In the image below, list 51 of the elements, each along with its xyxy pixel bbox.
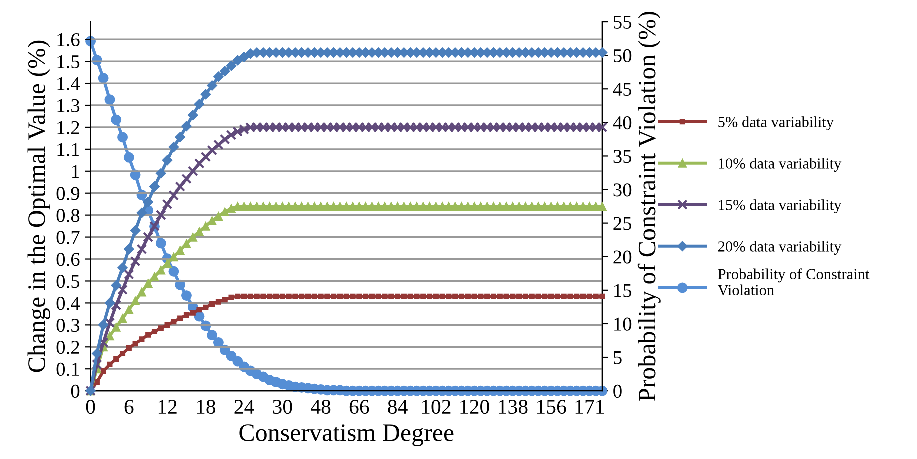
legend-label: 5% data variability xyxy=(718,116,834,131)
y-tick-label: 1.5 xyxy=(58,55,80,69)
x-tick-label: 30 xyxy=(273,400,292,414)
legend-label: 20% data variability xyxy=(718,241,842,256)
y2-tick-label: 45 xyxy=(613,83,632,96)
x-tick-label: 84 xyxy=(388,400,408,414)
y-tick-label: 0.4 xyxy=(56,297,80,310)
legend-label: 10% data variability xyxy=(719,158,842,172)
y2-tick-label: 25 xyxy=(614,217,632,230)
y-tick-label: 1 xyxy=(72,165,80,178)
x-tick-label: 171 xyxy=(576,400,604,414)
y2-tick-label: 0 xyxy=(614,384,622,398)
x-tick-label: 6 xyxy=(124,400,134,414)
y-tick-label: 0.7 xyxy=(56,231,80,244)
y2-axis-title: Probability of Constraint Violation (%) xyxy=(638,12,661,402)
y2-tick-label: 20 xyxy=(614,250,632,264)
y2-tick-label: 5 xyxy=(614,352,622,364)
x-tick-label: 48 xyxy=(311,400,331,414)
x-tick-label: 156 xyxy=(538,400,566,414)
x-tick-label: 66 xyxy=(350,400,370,414)
y-tick-label: 0.8 xyxy=(56,209,80,222)
y-tick-label: 1.6 xyxy=(58,33,80,47)
x-axis-title: Conservatism Degree xyxy=(240,424,454,447)
y-tick-label: 1.3 xyxy=(58,99,80,113)
y-tick-label: 0.1 xyxy=(56,362,80,376)
y-tick-label: 0.9 xyxy=(56,187,80,200)
y-axis-title: Change in the Optimal Value (%) xyxy=(28,40,51,372)
y-tick-label: 0.2 xyxy=(56,340,80,354)
legend-label: 15% data variability xyxy=(719,200,842,214)
x-tick-label: 120 xyxy=(460,400,490,414)
y2-tick-label: 40 xyxy=(613,116,632,130)
x-tick-label: 12 xyxy=(158,400,177,414)
y2-tick-label: 50 xyxy=(614,49,632,63)
y-tick-label: 1.4 xyxy=(58,77,80,91)
y-tick-label: 0 xyxy=(71,384,80,398)
y-tick-label: 0.6 xyxy=(56,253,80,266)
legend-label: Probability of Constraint Violation xyxy=(718,268,870,296)
y2-tick-label: 30 xyxy=(614,184,632,197)
y2-tick-label: 55 xyxy=(614,16,632,29)
y-tick-label: 1.2 xyxy=(58,121,80,134)
x-tick-label: 0 xyxy=(86,400,96,414)
y2-tick-label: 35 xyxy=(614,150,632,164)
y2-tick-label: 10 xyxy=(614,318,632,331)
y-tick-label: 0.3 xyxy=(56,318,80,332)
x-tick-label: 24 xyxy=(234,400,254,414)
y-tick-label: 1.1 xyxy=(58,143,80,156)
y-tick-label: 0.5 xyxy=(56,275,80,288)
x-tick-label: 18 xyxy=(197,400,216,414)
x-tick-label: 138 xyxy=(499,400,528,414)
y2-tick-label: 15 xyxy=(614,284,632,298)
x-tick-label: 102 xyxy=(422,400,451,414)
